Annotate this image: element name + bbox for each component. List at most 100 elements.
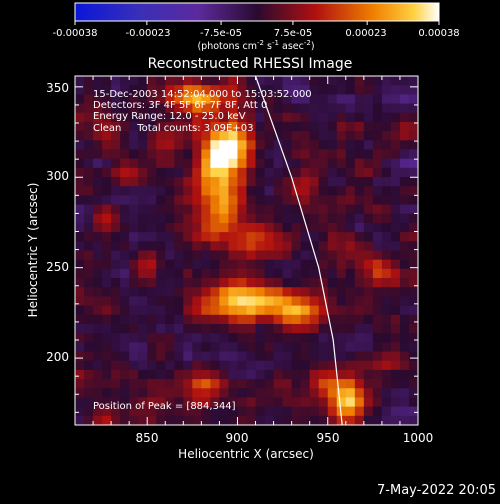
heatmap-cell xyxy=(345,85,356,95)
heatmap-cell xyxy=(192,131,202,141)
heatmap-cell xyxy=(282,76,293,86)
heatmap-cell xyxy=(309,415,320,425)
heatmap-cell xyxy=(372,342,383,353)
heatmap-cell xyxy=(300,195,311,206)
heatmap-cell xyxy=(228,360,239,371)
heatmap-cell xyxy=(201,76,211,86)
heatmap-cell xyxy=(354,112,365,123)
heatmap-cell xyxy=(372,287,383,298)
heatmap-cell xyxy=(102,167,112,178)
heatmap-cell xyxy=(381,76,392,86)
heatmap-cell xyxy=(246,305,257,316)
heatmap-cell xyxy=(309,158,320,169)
chart-title: Reconstructed RHESSI Image xyxy=(148,56,353,72)
heatmap-cell xyxy=(183,305,193,316)
heatmap-cell xyxy=(399,94,410,105)
heatmap-cell xyxy=(363,342,374,353)
heatmap-cell xyxy=(372,351,383,362)
heatmap-cell xyxy=(147,278,157,288)
heatmap-cell xyxy=(174,415,184,425)
heatmap-cell xyxy=(129,112,139,123)
heatmap-cell xyxy=(255,177,266,187)
heatmap-cell xyxy=(192,415,202,425)
heatmap-cell xyxy=(318,195,329,206)
x-tick-label: 1000 xyxy=(403,431,434,445)
heatmap-cell xyxy=(111,195,121,206)
heatmap-cell xyxy=(264,213,275,224)
heatmap-cell xyxy=(318,351,329,362)
heatmap-cell xyxy=(318,241,329,252)
heatmap-cell xyxy=(408,167,418,178)
heatmap-cell xyxy=(174,397,184,408)
heatmap-cell xyxy=(165,406,175,417)
heatmap-cell xyxy=(120,76,130,86)
heatmap-cell xyxy=(192,158,202,169)
heatmap-cell xyxy=(75,305,85,316)
heatmap-cell xyxy=(111,379,121,389)
heatmap-cell xyxy=(174,195,184,206)
heatmap-cell xyxy=(219,369,230,380)
heatmap-cell xyxy=(363,296,374,307)
heatmap-cell xyxy=(264,314,275,325)
heatmap-cell xyxy=(75,379,85,389)
heatmap-cell xyxy=(174,259,184,270)
heatmap-cell xyxy=(372,103,383,114)
heatmap-cell xyxy=(273,369,284,380)
annotations: 15-Dec-2003 14:52:04.000 to 15:03:52.000… xyxy=(93,89,312,412)
heatmap-cell xyxy=(390,222,401,233)
heatmap-cell xyxy=(120,232,130,242)
heatmap-cell xyxy=(156,360,166,371)
heatmap-cell xyxy=(336,76,347,86)
heatmap-cell xyxy=(237,406,248,417)
heatmap-cell xyxy=(264,186,275,196)
heatmap-cell xyxy=(120,186,130,196)
heatmap-cell xyxy=(354,149,365,160)
heatmap-cell xyxy=(201,167,211,178)
heatmap-cell xyxy=(300,232,311,242)
heatmap-cell xyxy=(147,158,157,169)
heatmap-cell xyxy=(75,388,85,399)
heatmap-cell xyxy=(345,158,356,169)
heatmap-cell xyxy=(93,360,103,371)
heatmap-cell xyxy=(309,333,320,343)
heatmap-cell xyxy=(354,167,365,178)
heatmap-cell xyxy=(255,232,266,242)
heatmap-cell xyxy=(147,250,157,261)
heatmap-cell xyxy=(156,131,166,141)
heatmap-cell xyxy=(174,186,184,196)
heatmap-cell xyxy=(219,213,230,224)
heatmap-cell xyxy=(309,232,320,242)
heatmap-cell xyxy=(282,305,293,316)
heatmap-cell xyxy=(327,167,338,178)
heatmap-cell xyxy=(246,333,257,343)
heatmap-cell xyxy=(381,149,392,160)
heatmap-cell xyxy=(129,177,139,187)
heatmap-cell xyxy=(165,121,175,132)
heatmap-cell xyxy=(228,232,239,242)
heatmap-cell xyxy=(156,76,166,86)
heatmap-cell xyxy=(246,268,257,279)
heatmap-cell xyxy=(201,140,211,151)
heatmap-cell xyxy=(165,85,175,95)
heatmap-cell xyxy=(165,177,175,187)
heatmap-cell xyxy=(399,112,410,123)
heatmap-cell xyxy=(147,268,157,279)
heatmap-cell xyxy=(93,388,103,399)
heatmap-cell xyxy=(291,85,302,95)
heatmap-cell xyxy=(129,369,139,380)
heatmap-cell xyxy=(111,232,121,242)
heatmap-cell xyxy=(291,149,302,160)
heatmap-cell xyxy=(309,351,320,362)
heatmap-cell xyxy=(147,232,157,242)
heatmap-cell xyxy=(102,296,112,307)
heatmap-cell xyxy=(102,388,112,399)
heatmap-cell xyxy=(93,94,103,105)
heatmap-cell xyxy=(354,213,365,224)
heatmap-cell xyxy=(174,268,184,279)
heatmap-cell xyxy=(129,250,139,261)
heatmap-cell xyxy=(165,305,175,316)
heatmap-cell xyxy=(354,241,365,252)
heatmap-cell xyxy=(273,305,284,316)
heatmap-cell xyxy=(219,314,230,325)
heatmap-cell xyxy=(210,232,221,242)
